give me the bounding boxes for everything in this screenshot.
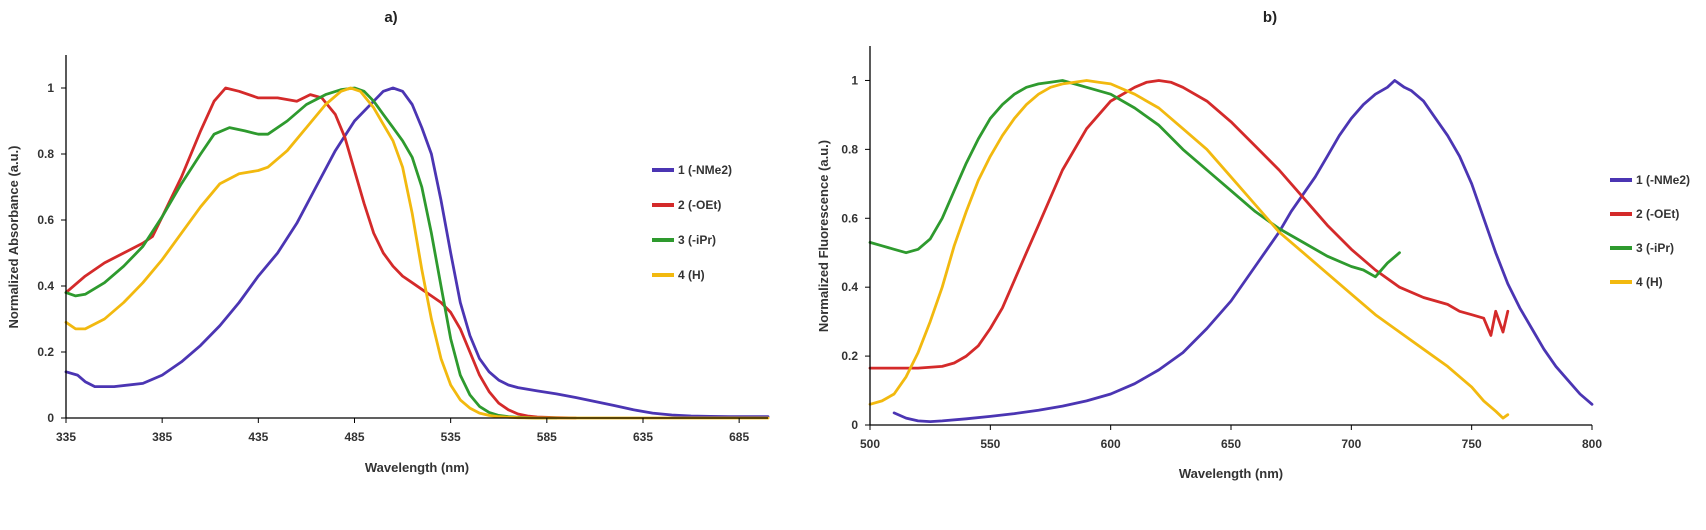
absorbance-chart: a) 335 385 435 485 535 585 635 685 0 0.2 0.4 0.6 0.8… (6, 9, 770, 475)
chart-a-legend-label: 1 (-NMe2) (678, 163, 732, 177)
chart-a-series-line-4 (64, 86, 770, 420)
chart-a-x-label: Wavelength (nm) (365, 460, 469, 475)
chart-a-y-tick-label: 0.6 (37, 213, 54, 227)
chart-b-y-tick-label: 1 (851, 73, 858, 87)
chart-b-series-line-2 (868, 79, 1510, 370)
chart-b-x-tick-label: 800 (1582, 437, 1602, 451)
chart-b-y-tick-label: 0.4 (841, 280, 858, 294)
chart-a-x-tick-label: 685 (729, 430, 749, 444)
fluorescence-chart: b) 500 550 600 650 700 750 800 0 0.2 0.4 0.6 0.8 1 W… (816, 9, 1690, 481)
chart-a-y-label: Normalized Absorbance (a.u.) (6, 146, 21, 329)
chart-b-y-tick-label: 0.6 (841, 211, 858, 225)
chart-b-x-tick-label: 750 (1462, 437, 1482, 451)
chart-a-y-tick-label: 1 (47, 81, 54, 95)
chart-a-x-tick-label: 485 (344, 430, 364, 444)
chart-b-series-line-3 (868, 79, 1401, 279)
chart-b-legend-label: 4 (H) (1636, 275, 1663, 289)
chart-a-x-tick-label: 435 (248, 430, 268, 444)
chart-b-x-tick-label: 600 (1101, 437, 1121, 451)
chart-a-legend-label: 4 (H) (678, 268, 705, 282)
chart-b-title: b) (1263, 9, 1277, 26)
chart-b-x-tick-label: 500 (860, 437, 880, 451)
chart-a-y-tick-label: 0.4 (37, 279, 54, 293)
chart-b-x-tick-label: 700 (1341, 437, 1361, 451)
chart-b-y-tick-label: 0 (851, 418, 858, 432)
chart-a-series-line-2 (64, 86, 578, 420)
chart-a-legend-label: 3 (-iPr) (678, 233, 716, 247)
chart-a-legend: 1 (-NMe2) 2 (-OEt) 3 (-iPr) 4 (H) (652, 163, 732, 282)
chart-b-x-tick-label: 550 (980, 437, 1000, 451)
chart-b-y-tick-label: 0.8 (841, 142, 858, 156)
chart-a-y-tick-label: 0.8 (37, 147, 54, 161)
chart-b-legend-label: 2 (-OEt) (1636, 207, 1679, 221)
chart-a-x-tick-label: 335 (56, 430, 76, 444)
chart-a-series-line-1 (64, 86, 770, 419)
chart-a-x-tick-label: 585 (537, 430, 557, 444)
chart-b-x-label: Wavelength (nm) (1179, 466, 1283, 481)
chart-b-legend: 1 (-NMe2) 2 (-OEt) 3 (-iPr) 4 (H) (1610, 173, 1690, 289)
chart-b-y-label: Normalized Fluorescence (a.u.) (816, 140, 831, 332)
chart-a-title: a) (384, 9, 397, 26)
chart-b-y-tick-label: 0.2 (841, 349, 858, 363)
chart-a-y-tick-label: 0.2 (37, 345, 54, 359)
chart-a-y-tick-label: 0 (47, 411, 54, 425)
chart-b-x-tick-label: 650 (1221, 437, 1241, 451)
chart-a-x-tick-label: 385 (152, 430, 172, 444)
chart-a-x-tick-label: 635 (633, 430, 653, 444)
chart-b-legend-label: 3 (-iPr) (1636, 241, 1674, 255)
chart-b-series-line-4 (868, 79, 1510, 420)
chart-b-series-line-1 (892, 79, 1594, 423)
chart-a-legend-label: 2 (-OEt) (678, 198, 721, 212)
chart-a-x-tick-label: 535 (441, 430, 461, 444)
chart-b-legend-label: 1 (-NMe2) (1636, 173, 1690, 187)
chart-a-series-line-3 (64, 86, 558, 420)
